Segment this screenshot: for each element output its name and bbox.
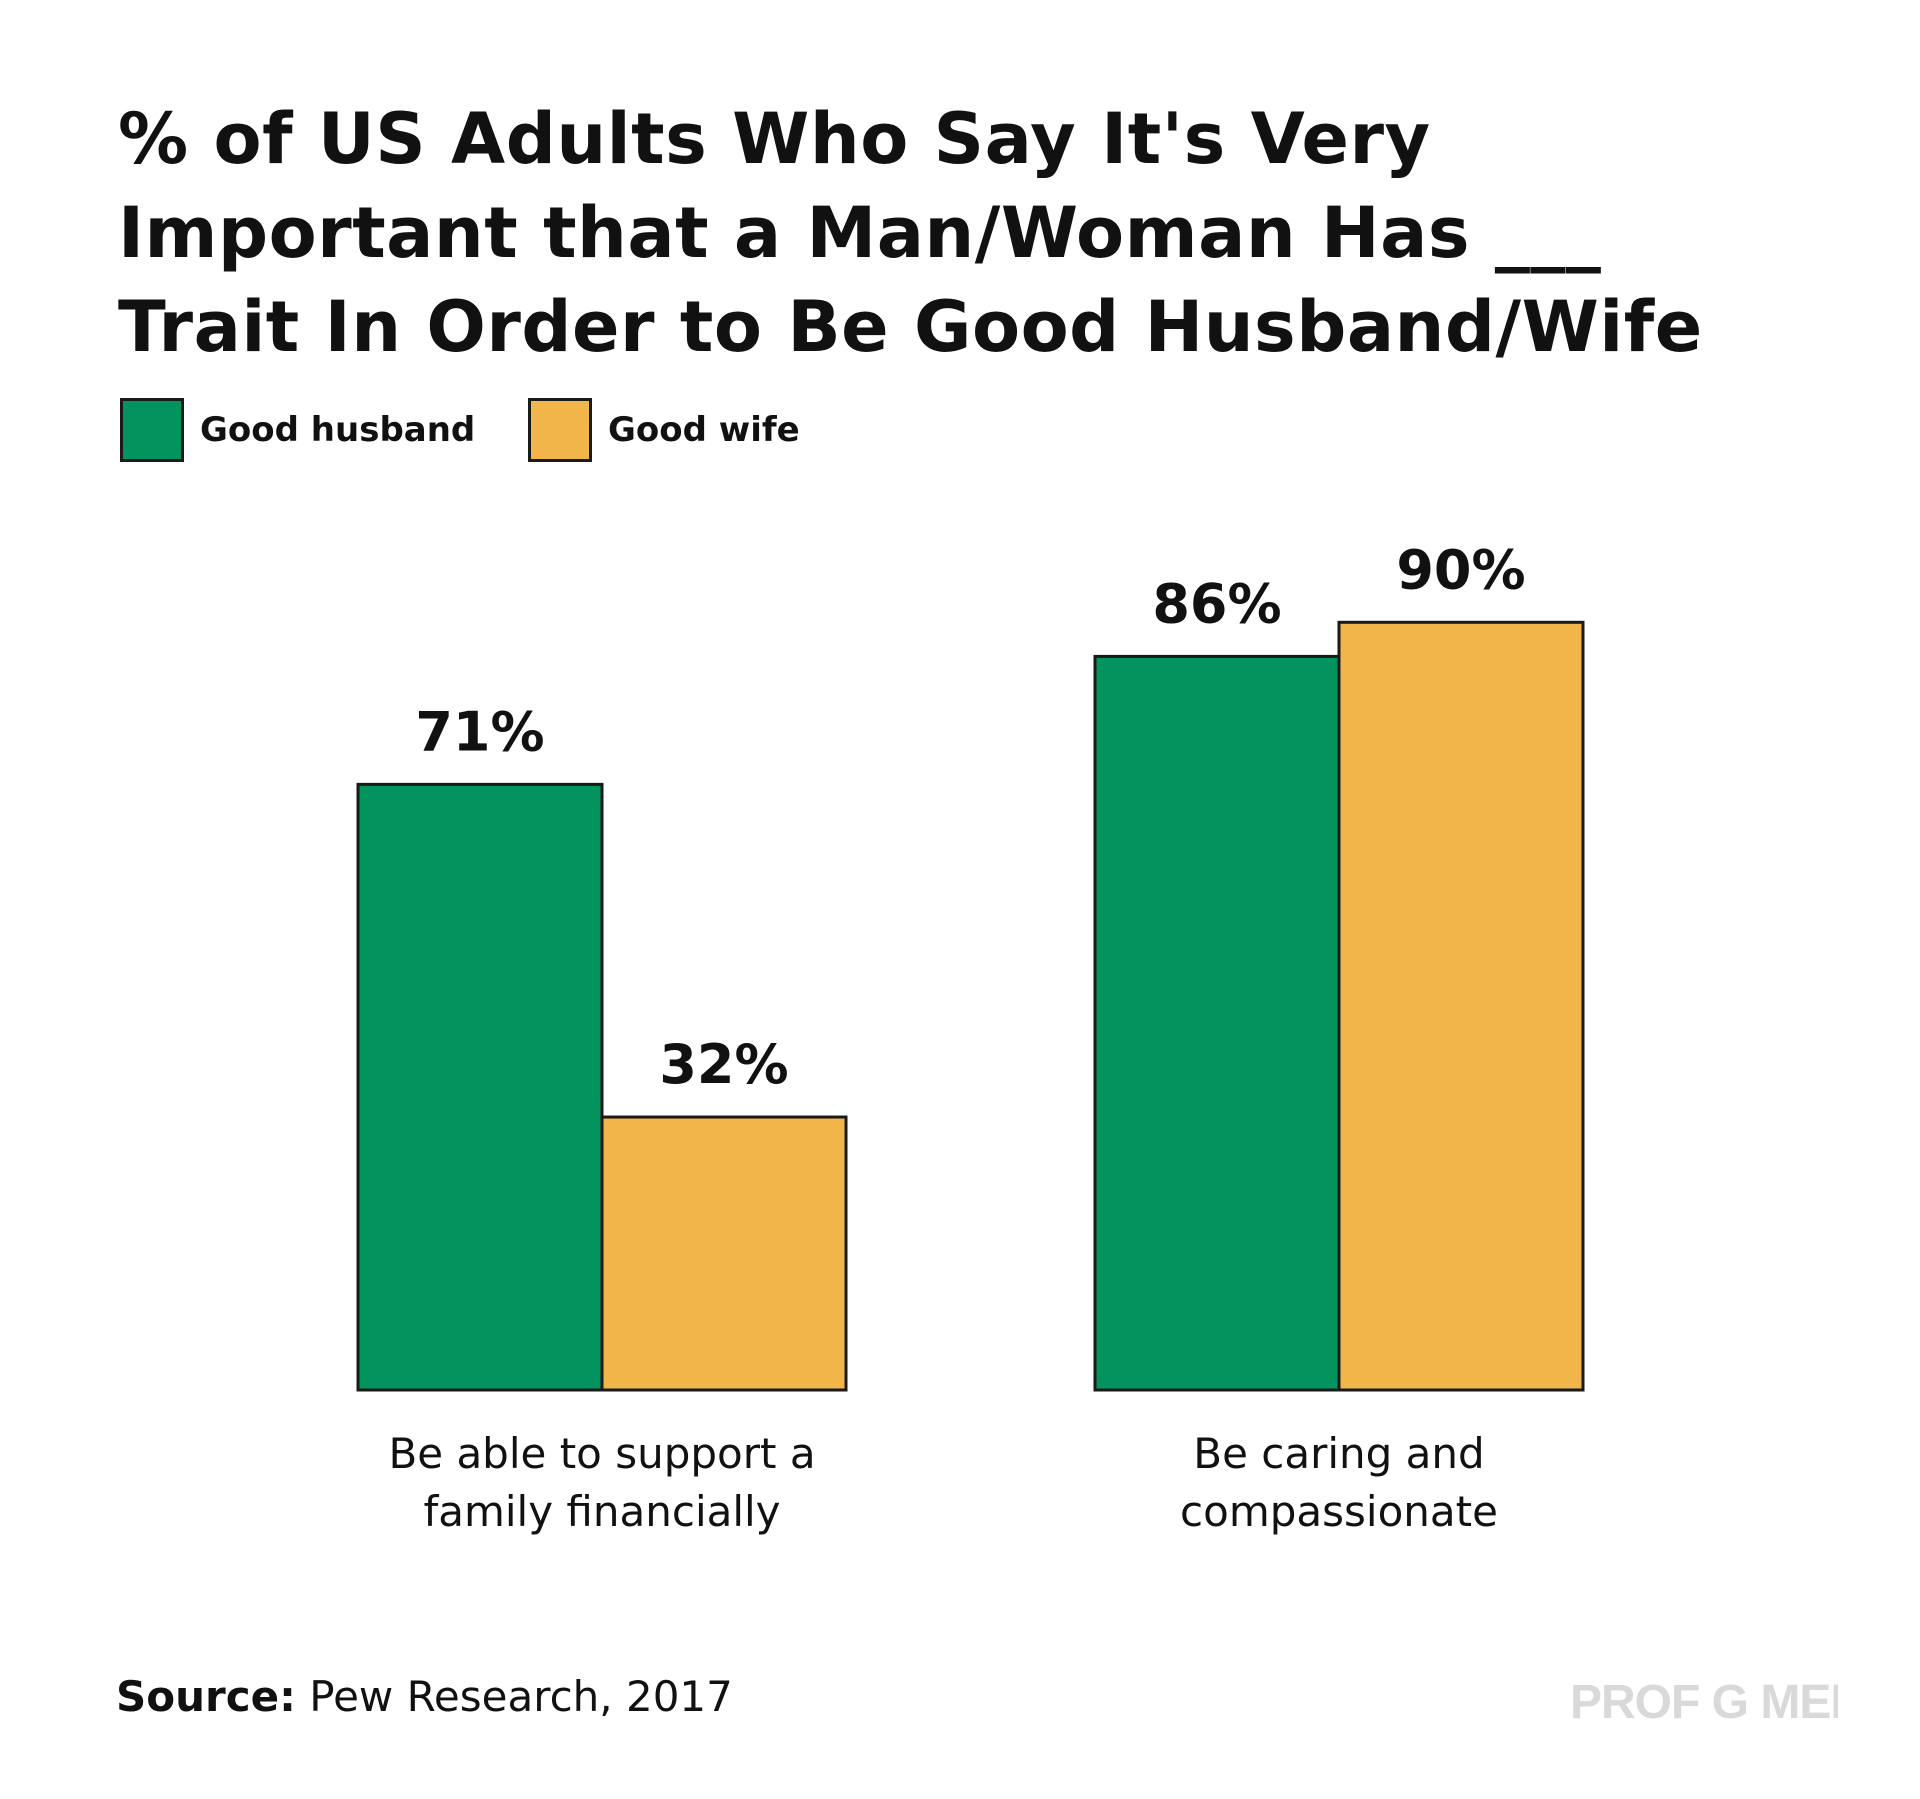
source-text: Pew Research, 2017 xyxy=(309,1672,733,1721)
legend-label-good-wife: Good wife xyxy=(608,410,800,450)
bar-good-wife-be-able-to-support-a-family-financially xyxy=(600,1115,848,1392)
data-label-good-husband-be-caring-and-compassionate: 86% xyxy=(1152,572,1281,635)
category-label-be-caring-and-compassionate: Be caring and xyxy=(1193,1429,1484,1478)
legend-swatch-good-husband xyxy=(120,398,184,462)
data-label-good-wife-be-caring-and-compassionate: 90% xyxy=(1396,538,1525,601)
chart-title-line: % of US Adults Who Say It's Very xyxy=(118,98,1431,180)
bar-good-husband-be-caring-and-compassionate xyxy=(1093,654,1341,1392)
data-label-good-husband-be-able-to-support-a-family-financially: 71% xyxy=(415,700,544,763)
chart-title: % of US Adults Who Say It's Very Importa… xyxy=(118,92,1818,374)
legend-label-good-husband: Good husband xyxy=(200,410,476,450)
category-label-be-able-to-support-a-family-financially: Be able to support a xyxy=(388,1429,815,1478)
bar-good-husband-be-able-to-support-a-family-financially xyxy=(356,782,604,1392)
legend-swatch-good-wife xyxy=(528,398,592,462)
brand-watermark: PROF G MEDIA xyxy=(1570,1676,1838,1729)
chart-title-line: Important that a Man/Woman Has ___ xyxy=(118,192,1602,274)
source-label: Source: xyxy=(116,1672,296,1721)
bar-good-wife-be-caring-and-compassionate xyxy=(1337,620,1585,1392)
category-label-be-able-to-support-a-family-financially: family financially xyxy=(423,1487,780,1536)
data-label-good-wife-be-able-to-support-a-family-financially: 32% xyxy=(659,1033,788,1096)
category-label-be-caring-and-compassionate: compassionate xyxy=(1180,1487,1498,1536)
chart-title-line: Trait In Order to Be Good Husband/Wife xyxy=(118,286,1703,368)
source-note: Source: Pew Research, 2017 xyxy=(116,1672,733,1722)
bar-chart: 71% 32% Be able to support a family financi… xyxy=(356,538,1585,1536)
